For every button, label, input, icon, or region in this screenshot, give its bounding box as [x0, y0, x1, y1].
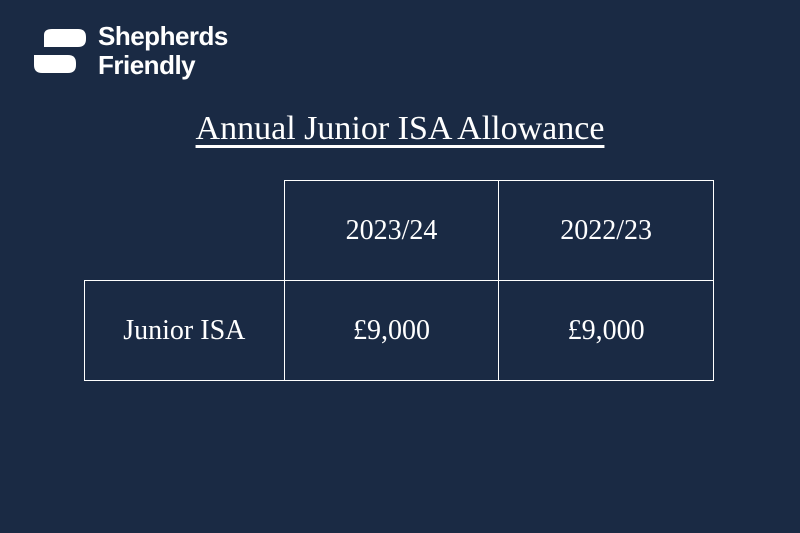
brand-name-line2: Friendly	[98, 51, 228, 80]
brand-logo: Shepherds Friendly	[34, 22, 228, 79]
table-header-col2: 2022/23	[499, 181, 714, 281]
table-header-row: 2023/24 2022/23	[85, 181, 714, 281]
table-header-col1: 2023/24	[284, 181, 499, 281]
brand-name-line1: Shepherds	[98, 22, 228, 51]
brand-logo-text: Shepherds Friendly	[98, 22, 228, 79]
page-title: Annual Junior ISA Allowance	[196, 110, 605, 148]
table-cell-col2: £9,000	[499, 281, 714, 381]
brand-logo-icon	[34, 25, 86, 77]
table-header-empty	[85, 181, 285, 281]
table-row-label: Junior ISA	[85, 281, 285, 381]
table-row: Junior ISA £9,000 £9,000	[85, 281, 714, 381]
table-cell-col1: £9,000	[284, 281, 499, 381]
allowance-table: 2023/24 2022/23 Junior ISA £9,000 £9,000	[84, 180, 714, 381]
